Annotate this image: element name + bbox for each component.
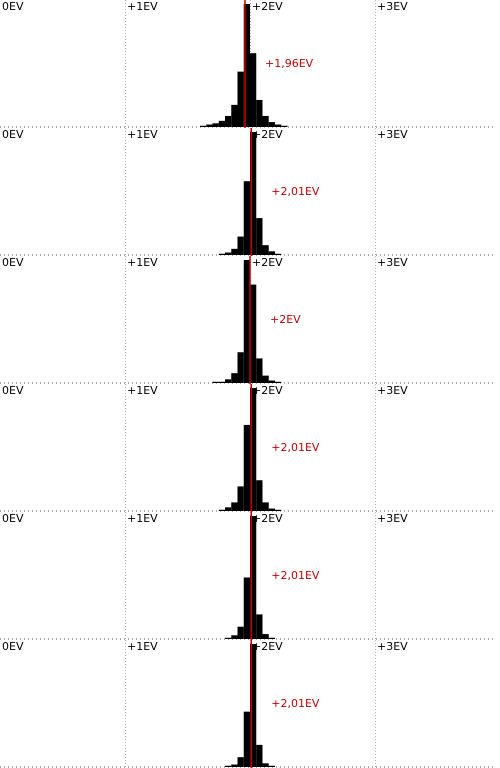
- histogram-bar: [256, 99, 263, 127]
- histogram-bar: [218, 509, 225, 511]
- histogram-bar: [206, 124, 213, 127]
- x-tick-label: 0EV: [2, 640, 24, 653]
- histogram-bar: [268, 122, 275, 127]
- histogram-bar: [243, 577, 250, 639]
- x-tick-label: 0EV: [2, 384, 24, 397]
- x-tick-label: +1EV: [127, 0, 158, 13]
- histogram-bar: [275, 124, 282, 127]
- histogram-bar: [243, 4, 250, 127]
- histogram-bar: [256, 614, 263, 639]
- histogram-bar: [243, 260, 250, 383]
- histogram-bar: [212, 381, 219, 383]
- x-tick-label: 0EV: [2, 512, 24, 525]
- x-tick-label: +3EV: [377, 0, 408, 13]
- x-tick-label: +1EV: [127, 384, 158, 397]
- histogram-bar: [218, 253, 225, 255]
- histogram-bar: [250, 53, 257, 128]
- histogram-bar: [275, 509, 282, 511]
- histogram-bar: [231, 248, 238, 255]
- histogram-bar: [262, 245, 269, 255]
- x-tick-label: +3EV: [377, 640, 408, 653]
- x-tick-label: +2EV: [252, 256, 283, 269]
- histogram-bar: [268, 251, 275, 255]
- histogram-bar: [281, 125, 288, 127]
- histogram-bar: [231, 373, 238, 383]
- histogram-bar: [268, 765, 275, 767]
- histogram-bar: [268, 637, 275, 639]
- mean-label: +2EV: [270, 313, 301, 326]
- x-tick-label: +2EV: [252, 512, 283, 525]
- histogram-bar: [225, 637, 232, 639]
- histogram-bar: [200, 125, 207, 127]
- histogram-bar: [231, 764, 238, 767]
- histogram-bar: [275, 253, 282, 255]
- mean-label: +2,01EV: [271, 697, 320, 710]
- histogram-bar: [262, 375, 269, 383]
- histogram-bar: [218, 120, 225, 127]
- histogram-bar: [225, 765, 232, 767]
- histogram-bar: [268, 508, 275, 511]
- histogram-bar: [231, 502, 238, 511]
- histogram-bar: [237, 486, 244, 511]
- histogram-bar: [225, 252, 232, 255]
- histogram-bar: [256, 218, 263, 255]
- x-tick-label: +3EV: [377, 384, 408, 397]
- histogram-bar: [250, 516, 257, 639]
- histogram-bar: [243, 181, 250, 255]
- mean-label: +2,01EV: [271, 569, 320, 582]
- x-tick-label: +3EV: [377, 256, 408, 269]
- histogram-bar: [212, 123, 219, 127]
- x-tick-label: 0EV: [2, 128, 24, 141]
- x-tick-label: +3EV: [377, 128, 408, 141]
- histogram-bar: [237, 71, 244, 127]
- histogram-bar: [262, 115, 269, 127]
- x-tick-label: +2EV: [252, 384, 283, 397]
- x-tick-label: 0EV: [2, 256, 24, 269]
- histogram-bar: [243, 424, 250, 511]
- histogram-bar: [256, 358, 263, 383]
- x-tick-label: 0EV: [2, 0, 24, 13]
- histogram-bar: [237, 352, 244, 383]
- histogram-bar: [237, 626, 244, 639]
- x-tick-label: +1EV: [127, 256, 158, 269]
- histogram-bar: [256, 744, 263, 767]
- histogram-bar: [225, 115, 232, 127]
- histogram-bar: [262, 763, 269, 767]
- x-tick-label: +2EV: [252, 128, 283, 141]
- histogram-bar: [250, 388, 257, 511]
- mean-label: +1,96EV: [265, 57, 314, 70]
- histogram-bar: [262, 502, 269, 511]
- histogram-bar: [218, 381, 225, 383]
- histogram-bar: [237, 757, 244, 767]
- mean-label: +2,01EV: [271, 441, 320, 454]
- histogram-bar: [243, 711, 250, 767]
- histogram-bar: [250, 644, 257, 767]
- mean-label: +2,01EV: [271, 185, 320, 198]
- histogram-bar: [268, 380, 275, 383]
- histogram-bar: [225, 379, 232, 383]
- x-tick-label: +3EV: [377, 512, 408, 525]
- histogram-bar: [256, 480, 263, 511]
- histogram-bar: [231, 104, 238, 127]
- histogram-bar: [231, 635, 238, 639]
- histogram-bar: [225, 507, 232, 511]
- histogram-bar: [262, 634, 269, 639]
- x-tick-label: +2EV: [252, 0, 283, 13]
- x-tick-label: +1EV: [127, 512, 158, 525]
- x-tick-label: +2EV: [252, 640, 283, 653]
- histogram-bar: [237, 236, 244, 255]
- x-tick-label: +1EV: [127, 640, 158, 653]
- histogram-bar: [250, 132, 257, 255]
- histogram-bar: [250, 284, 257, 383]
- histogram-bar: [275, 381, 282, 383]
- x-tick-label: +1EV: [127, 128, 158, 141]
